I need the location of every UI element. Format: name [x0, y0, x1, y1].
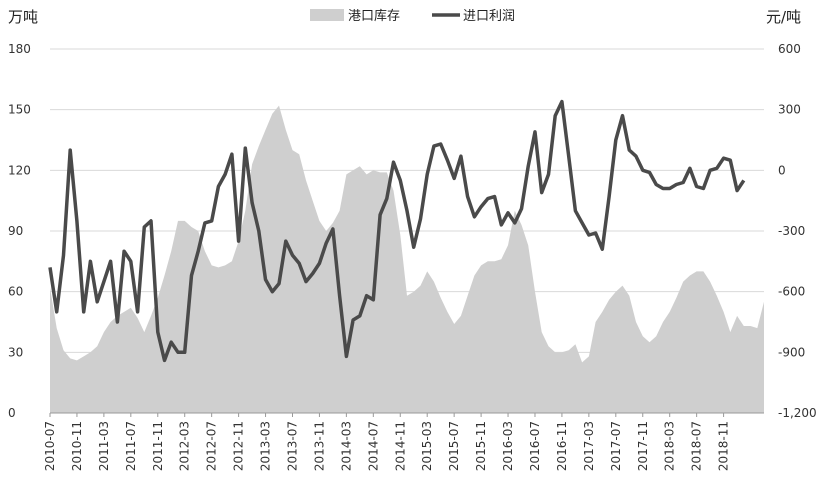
x-tick-label: 2013-07 — [285, 421, 299, 471]
x-tick-label: 2010-07 — [43, 421, 57, 471]
legend-swatch-inventory — [310, 9, 344, 21]
right-axis-ticks: -1,200 -900 -600 -300 0 300 600 — [778, 42, 817, 420]
right-tick-label: -300 — [778, 224, 805, 238]
x-tick-label: 2014-07 — [366, 421, 380, 471]
x-tick-label: 2011-11 — [151, 421, 165, 471]
x-tick-label: 2017-07 — [609, 421, 623, 471]
right-tick-label: 600 — [778, 42, 801, 56]
x-tick-label: 2015-11 — [474, 421, 488, 471]
x-tick-label: 2014-11 — [393, 421, 407, 471]
x-tick-label: 2012-07 — [205, 421, 219, 471]
left-tick-label: 120 — [8, 163, 31, 177]
x-tick-label: 2011-07 — [124, 421, 138, 471]
x-tick-label: 2013-03 — [259, 421, 273, 471]
x-tick-label: 2012-11 — [232, 421, 246, 471]
x-tick-label: 2011-03 — [97, 421, 111, 471]
profit-line-layer — [48, 99, 746, 363]
x-axis-ticks: 2010-07 2010-11 2011-03 2011-07 2011-11 2012-… — [43, 413, 731, 471]
profit-line — [48, 99, 746, 363]
legend: 港口库存 进口利润 — [310, 8, 515, 24]
x-tick-label: 2018-11 — [717, 421, 731, 471]
left-axis-unit: 万吨 — [8, 8, 38, 26]
x-tick-label: 2017-03 — [582, 421, 596, 471]
legend-label-inventory: 港口库存 — [348, 8, 400, 24]
right-tick-label: 300 — [778, 103, 801, 117]
x-tick-label: 2016-03 — [501, 421, 515, 471]
left-tick-label: 150 — [8, 103, 31, 117]
inventory-area — [50, 105, 764, 413]
legend-label-profit: 进口利润 — [463, 9, 515, 24]
x-tick-label: 2018-07 — [690, 421, 704, 471]
x-tick-label: 2018-03 — [663, 421, 677, 471]
right-tick-label: -900 — [778, 345, 805, 359]
x-tick-label: 2010-11 — [70, 421, 84, 471]
x-tick-label: 2017-11 — [636, 421, 650, 471]
left-axis-ticks: 0 30 60 90 120 150 180 — [8, 42, 31, 420]
left-tick-label: 180 — [8, 42, 31, 56]
x-tick-label: 2014-03 — [339, 421, 353, 471]
right-tick-label: -1,200 — [778, 406, 817, 420]
left-tick-label: 90 — [8, 224, 23, 238]
x-tick-label: 2012-03 — [178, 421, 192, 471]
x-tick-label: 2015-03 — [420, 421, 434, 471]
x-tick-label: 2016-11 — [555, 421, 569, 471]
left-tick-label: 60 — [8, 285, 23, 299]
right-tick-label: -600 — [778, 285, 805, 299]
left-tick-label: 30 — [8, 345, 23, 359]
right-tick-label: 0 — [778, 163, 786, 177]
x-tick-label: 2013-11 — [312, 421, 326, 471]
x-tick-label: 2016-07 — [528, 421, 542, 471]
x-tick-label: 2015-07 — [447, 421, 461, 471]
inventory-area-layer — [50, 105, 764, 413]
left-tick-label: 0 — [8, 406, 16, 420]
right-axis-unit: 元/吨 — [766, 8, 801, 26]
